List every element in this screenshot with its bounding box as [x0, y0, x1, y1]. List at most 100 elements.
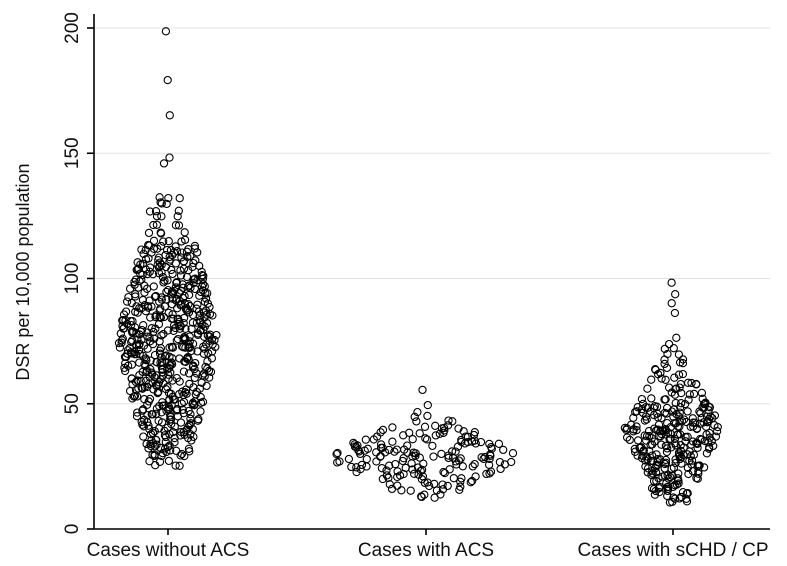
data-point — [688, 467, 698, 476]
data-point — [444, 416, 453, 425]
data-point — [670, 434, 680, 443]
data-point — [693, 443, 702, 452]
data-point — [149, 236, 159, 245]
data-point — [163, 75, 172, 85]
data-point — [148, 339, 158, 349]
data-point — [413, 407, 422, 417]
data-point — [648, 469, 657, 478]
data-point — [160, 302, 170, 311]
data-point — [431, 421, 440, 430]
data-point — [663, 444, 672, 453]
data-point — [675, 408, 684, 417]
data-point — [485, 469, 494, 478]
data-point — [202, 381, 211, 391]
data-point — [160, 444, 170, 453]
data-point — [671, 441, 681, 450]
data-point — [439, 428, 448, 437]
data-point — [196, 287, 206, 297]
data-point — [399, 431, 408, 440]
data-point — [129, 392, 139, 401]
data-point — [352, 463, 361, 472]
data-point — [347, 462, 356, 472]
data-point — [151, 409, 161, 418]
data-point — [157, 212, 166, 221]
data-point — [671, 458, 680, 468]
data-point — [181, 324, 190, 333]
data-point — [164, 456, 174, 466]
data-point — [710, 411, 720, 420]
data-point — [124, 292, 133, 302]
data-point — [187, 436, 196, 445]
data-point — [664, 474, 673, 483]
data-point — [117, 338, 126, 347]
data-point — [177, 248, 187, 257]
data-point — [372, 448, 381, 457]
y-tick-label: 200 — [62, 12, 83, 44]
data-point — [134, 384, 143, 393]
data-point — [418, 385, 427, 395]
data-point — [704, 417, 713, 426]
data-point — [660, 395, 669, 404]
data-point — [670, 390, 680, 399]
data-point — [649, 410, 659, 420]
data-point — [192, 318, 202, 327]
data-point — [174, 206, 183, 215]
data-point — [499, 445, 508, 455]
data-point — [460, 439, 470, 448]
data-point — [142, 356, 151, 365]
data-point — [687, 456, 697, 465]
data-point — [169, 326, 178, 335]
data-point — [159, 312, 169, 322]
data-point — [390, 447, 399, 456]
data-point — [168, 343, 178, 352]
data-point — [391, 459, 400, 469]
data-point — [332, 449, 341, 459]
data-point — [438, 485, 448, 494]
data-point — [671, 290, 680, 299]
data-point — [652, 476, 661, 486]
y-tick-label: 150 — [62, 137, 83, 169]
data-point — [176, 271, 186, 280]
data-point — [683, 407, 692, 416]
data-point — [650, 490, 660, 499]
data-point — [407, 459, 416, 468]
data-point — [135, 358, 144, 367]
data-point — [175, 377, 184, 386]
data-point — [162, 447, 171, 457]
data-point — [160, 276, 169, 285]
data-point — [668, 482, 678, 492]
x-tick-label: Cases with ACS — [358, 540, 494, 561]
y-tick-label: 50 — [62, 393, 83, 414]
data-point — [152, 220, 162, 229]
data-point — [695, 461, 704, 470]
data-point — [640, 416, 650, 425]
data-point — [664, 383, 674, 392]
data-point — [410, 412, 419, 422]
data-point — [167, 300, 177, 309]
data-point — [415, 453, 424, 462]
data-point — [137, 245, 146, 254]
data-point — [683, 489, 692, 498]
data-point — [173, 212, 182, 221]
data-point — [180, 228, 189, 237]
data-point — [643, 464, 653, 473]
data-point — [179, 397, 189, 407]
data-point — [157, 331, 166, 340]
data-point — [421, 434, 430, 443]
data-point — [172, 278, 181, 287]
data-point — [208, 311, 217, 320]
data-point — [138, 295, 148, 305]
data-point — [146, 441, 156, 451]
data-point — [171, 259, 181, 268]
data-point — [149, 282, 158, 291]
data-point — [477, 453, 486, 462]
data-point — [683, 432, 692, 441]
data-point — [671, 455, 680, 464]
data-point — [429, 452, 438, 461]
data-point — [675, 494, 684, 503]
data-point — [435, 429, 444, 438]
data-point — [184, 300, 193, 309]
data-point — [670, 308, 680, 318]
data-point — [190, 364, 199, 374]
data-point — [654, 474, 663, 483]
